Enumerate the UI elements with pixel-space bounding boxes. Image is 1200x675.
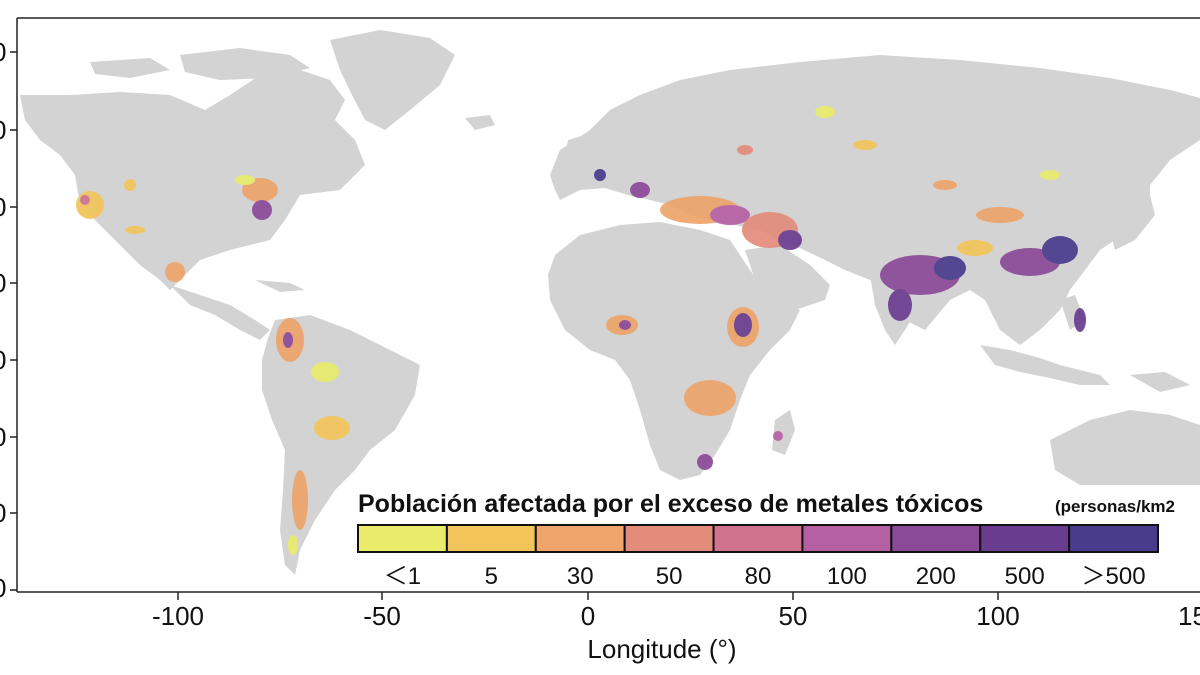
legend-title: Población afectada por el exceso de meta… [358, 490, 983, 518]
africa [548, 222, 800, 480]
y-axis-tick-labels: 0 0 0 0 0 0 0 0 [0, 37, 6, 603]
british-isles [565, 135, 588, 168]
legend-swatch [890, 524, 982, 553]
hotspot-patch [1042, 236, 1078, 264]
x-axis-title: Longitude (°) [587, 634, 736, 664]
legend-label: 30 [567, 563, 594, 590]
legend-label: ＞500 [1082, 563, 1146, 590]
japan [1110, 195, 1155, 250]
y-tick-label: 0 [0, 268, 6, 298]
legend-swatch [357, 524, 448, 553]
hotspot-patch [1074, 308, 1086, 332]
x-tick-label: 15 [1178, 601, 1200, 631]
greenland [330, 30, 455, 130]
y-tick-label: 0 [0, 422, 6, 452]
hotspot-patch [697, 454, 713, 470]
arctic-islands-west [90, 58, 170, 78]
x-axis-ticks [177, 592, 999, 600]
y-tick-label: 0 [0, 573, 6, 603]
contamination-hotspots [76, 106, 1086, 555]
new-guinea [1130, 372, 1190, 392]
y-tick-label: 0 [0, 115, 6, 145]
hotspot-patch [125, 226, 145, 234]
legend-label: 100 [827, 563, 867, 590]
y-tick-label: 0 [0, 37, 6, 67]
iceland [465, 115, 495, 130]
legend-swatch [445, 524, 537, 553]
hotspot-patch [235, 175, 255, 185]
x-tick-label: -50 [363, 601, 401, 631]
north-america [20, 70, 365, 290]
hotspot-patch [933, 180, 957, 190]
legend-label: 200 [916, 563, 956, 590]
hotspot-patch [734, 313, 752, 337]
australia [1050, 410, 1200, 500]
legend-swatch [534, 524, 626, 553]
hotspot-patch [594, 169, 606, 181]
hotspot-patch [311, 362, 339, 382]
legend-unit: (personas/km2 [1055, 497, 1175, 516]
legend-label: 500 [1005, 563, 1045, 590]
legend-swatch [1068, 524, 1159, 553]
hotspot-patch [619, 320, 631, 330]
hotspot-patch [888, 289, 912, 321]
legend-color-bar [357, 524, 1159, 553]
y-tick-label: 0 [0, 498, 6, 528]
madagascar [772, 410, 795, 455]
hotspot-patch [252, 200, 272, 220]
hotspot-patch [684, 380, 736, 416]
legend-label: ＜1 [384, 563, 421, 590]
hotspot-patch [630, 182, 650, 198]
hotspot-patch [80, 195, 90, 205]
x-tick-label: -100 [152, 601, 204, 631]
hotspot-patch [165, 262, 185, 282]
legend-swatch [712, 524, 804, 553]
hotspot-patch [778, 230, 802, 250]
hotspot-patch [737, 145, 753, 155]
hotspot-patch [773, 431, 783, 441]
legend-label: 5 [485, 563, 498, 590]
hotspot-patch [283, 332, 293, 348]
legend-swatch [623, 524, 715, 553]
x-tick-label: 100 [976, 601, 1019, 631]
southeast-asia-islands [980, 345, 1110, 385]
caribbean [255, 280, 305, 292]
hotspot-patch [292, 470, 308, 530]
y-axis-ticks [10, 51, 17, 591]
arabia [745, 245, 830, 310]
legend-label: 50 [656, 563, 683, 590]
hotspot-patch [976, 207, 1024, 223]
arctic-islands [180, 48, 310, 80]
hotspot-patch [76, 191, 104, 219]
hotspot-patch [314, 416, 350, 440]
y-tick-label: 0 [0, 345, 6, 375]
legend-swatch [979, 524, 1071, 553]
scandinavia [620, 85, 700, 150]
central-america [170, 285, 270, 340]
x-tick-label: 0 [581, 601, 595, 631]
legend-label: 80 [745, 563, 772, 590]
hotspot-patch [957, 240, 993, 256]
y-tick-label: 0 [0, 192, 6, 222]
hotspot-patch [853, 140, 877, 150]
x-axis-tick-labels: -100 -50 0 50 100 15 [152, 601, 1200, 631]
hotspot-patch [934, 256, 966, 280]
hotspot-patch [124, 179, 136, 191]
hotspot-patch [1040, 170, 1060, 180]
legend-swatch [801, 524, 893, 553]
legend: Población afectada por el exceso de meta… [350, 485, 1200, 590]
x-tick-label: 50 [779, 601, 808, 631]
hotspot-patch [288, 535, 298, 555]
hotspot-patch [710, 205, 750, 225]
legend-labels: ＜1 5 30 50 80 100 200 500 ＞500 [384, 563, 1146, 590]
hotspot-patch [815, 106, 835, 118]
